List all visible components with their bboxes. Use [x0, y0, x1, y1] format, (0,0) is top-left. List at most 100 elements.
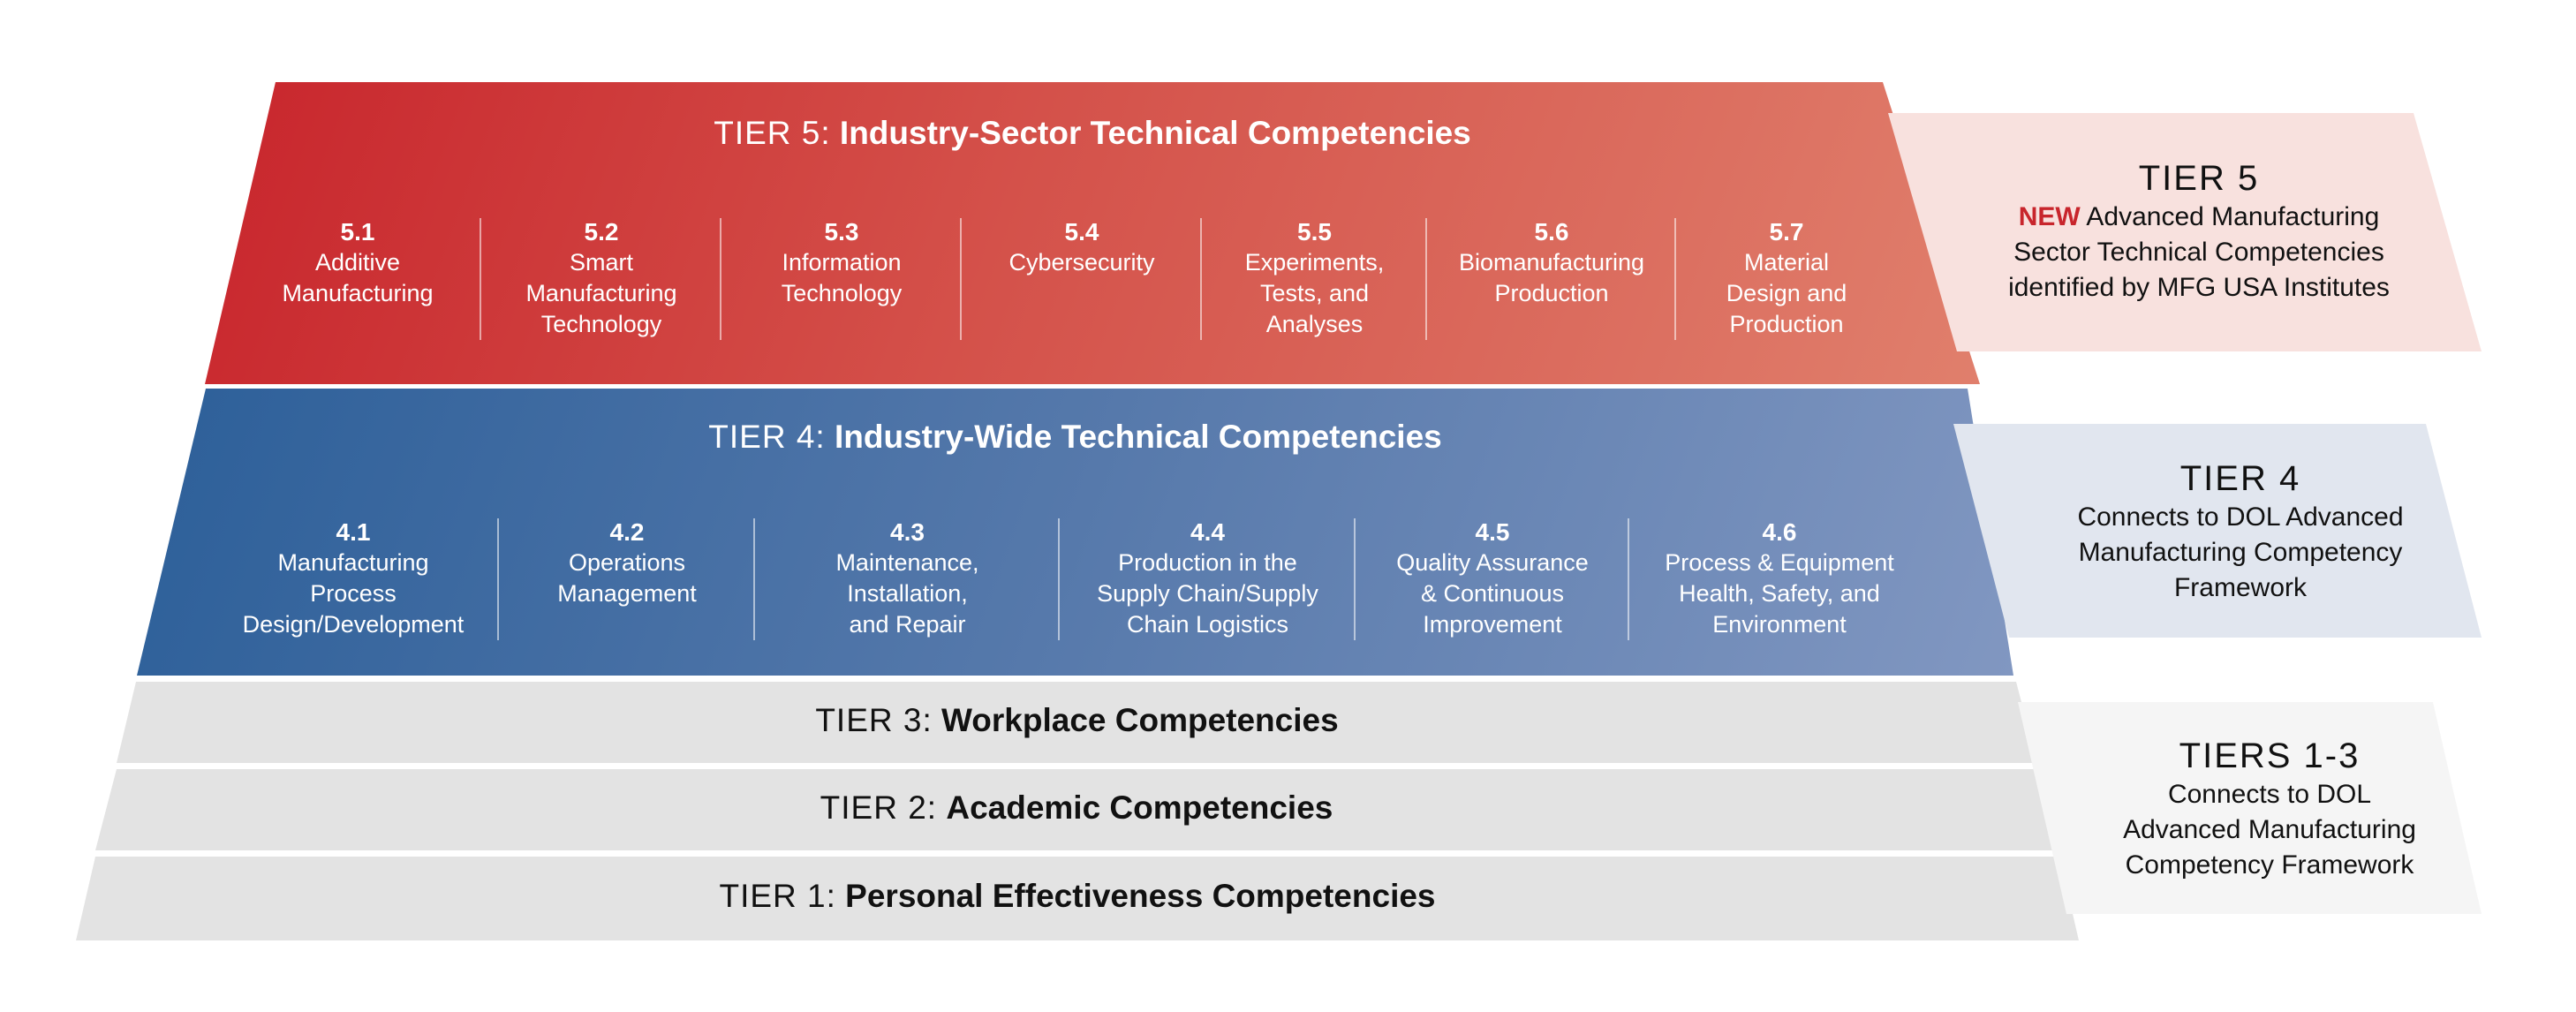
tier5-side-line2: Sector Technical Competencies [2013, 238, 2384, 267]
tier5-item-label: Smart [569, 249, 633, 276]
column-divider [497, 518, 499, 640]
column-divider [1354, 518, 1356, 640]
tier5-items: 5.1 Additive Manufacturing 5.2 Smart Manufact… [234, 216, 1897, 340]
tier4-item-label: Supply Chain/Supply [1097, 580, 1318, 607]
tier4-item-number: 4.6 [1762, 518, 1797, 546]
tier5-side-head: TIER 5 [2138, 159, 2260, 198]
tier5-side-text: TIER 5 NEW Advanced Manufacturing Sector… [1930, 157, 2468, 306]
tier1-title: TIER 1: Personal Effectiveness Competenc… [76, 878, 2079, 915]
tier4-item-label: Operations [568, 549, 686, 576]
tier4-side-text: TIER 4 Connects to DOL Advanced Manufact… [1971, 457, 2510, 606]
tier4-item-number: 4.3 [890, 518, 925, 546]
tier5-item-5-7: 5.7 Material Design and Production [1676, 216, 1897, 340]
tiers13-side-line3: Competency Framework [2125, 850, 2414, 880]
tier4-item-label: Management [557, 580, 697, 607]
tier5-item-number: 5.5 [1297, 218, 1332, 245]
tier4-item-label: Improvement [1423, 611, 1562, 638]
tier5-side-line1: Advanced Manufacturing [2086, 202, 2380, 231]
tier4-item-number: 4.2 [609, 518, 645, 546]
tier4-item-label: Health, Safety, and [1679, 580, 1880, 607]
tier5-item-label: Cybersecurity [1008, 249, 1155, 276]
tier3-band [117, 682, 2037, 763]
column-divider [1674, 218, 1676, 340]
tier1-prefix: TIER 1: [719, 878, 836, 914]
tier4-item-label: Chain Logistics [1126, 611, 1289, 638]
tier5-item-number: 5.2 [584, 218, 619, 245]
tier5-side-line3: identified by MFG USA Institutes [2008, 273, 2390, 302]
tier4-item-number: 4.4 [1190, 518, 1225, 546]
tier5-item-number: 5.1 [340, 218, 375, 245]
tier4-item-label: & Continuous [1420, 580, 1565, 607]
tier4-item-4-5: 4.5 Quality Assurance & Continuous Improvem… [1356, 517, 1629, 640]
column-divider [1058, 518, 1060, 640]
tier4-side-line1: Connects to DOL Advanced [2077, 502, 2404, 532]
tier5-item-label: Technology [540, 311, 662, 337]
tiers13-side-line2: Advanced Manufacturing [2123, 815, 2416, 844]
tier4-item-label: Design/Development [242, 611, 465, 638]
tier4-item-label: Production in the [1118, 549, 1297, 576]
tier5-item-label: Manufacturing [282, 280, 434, 306]
tier5-item-label: Additive [314, 249, 401, 276]
tiers13-side-panel [2018, 702, 2482, 914]
tier5-item-label: Information [782, 249, 902, 276]
tier4-heading: Industry-Wide Technical Competencies [834, 419, 1442, 455]
tier1-heading: Personal Effectiveness Competencies [845, 878, 1436, 914]
tier5-item-number: 5.4 [1064, 218, 1099, 245]
column-divider [1425, 218, 1427, 340]
tier5-item-5-4: 5.4 Cybersecurity [962, 216, 1202, 340]
column-divider [960, 218, 962, 340]
tier5-item-label: Analyses [1265, 311, 1364, 337]
tier4-item-4-6: 4.6 Process & Equipment Health, Safety, an… [1629, 517, 1930, 640]
tier4-item-label: Manufacturing [277, 549, 429, 576]
tier4-side-head: TIER 4 [2179, 459, 2301, 498]
tier5-prefix: TIER 5: [714, 115, 831, 151]
tier5-item-5-5: 5.5 Experiments, Tests, and Analyses [1202, 216, 1427, 340]
tier5-item-label: Technology [781, 280, 903, 306]
tier5-item-label: Design and [1726, 280, 1847, 306]
tier5-band [205, 82, 1980, 384]
tier5-item-5-2: 5.2 Smart Manufacturing Technology [481, 216, 721, 340]
tier4-item-label: Maintenance, [835, 549, 979, 576]
tier2-band [95, 769, 2058, 850]
tiers13-side-line1: Connects to DOL [2167, 780, 2372, 809]
tier5-title: TIER 5: Industry-Sector Technical Compet… [205, 115, 1980, 152]
tier3-heading: Workplace Competencies [941, 702, 1339, 738]
column-divider [1200, 218, 1202, 340]
tier5-item-label: Biomanufacturing [1458, 249, 1645, 276]
tier3-title: TIER 3: Workplace Competencies [117, 702, 2037, 739]
tier5-item-label: Manufacturing [525, 280, 677, 306]
tier5-side-panel [1888, 113, 2482, 351]
tier5-item-label: Production [1494, 280, 1609, 306]
tier2-prefix: TIER 2: [820, 789, 938, 826]
tier4-items: 4.1 Manufacturing Process Design/Developmen… [208, 517, 1930, 640]
tier4-item-label: Environment [1712, 611, 1847, 638]
tier4-item-number: 4.5 [1475, 518, 1510, 546]
tier5-item-5-3: 5.3 Information Technology [721, 216, 962, 340]
tier4-side-line3: Framework [2173, 573, 2307, 602]
tier5-item-label: Experiments, [1244, 249, 1385, 276]
tier4-prefix: TIER 4: [708, 419, 826, 455]
column-divider [753, 518, 755, 640]
tier4-item-4-3: 4.3 Maintenance, Installation, and Repair [755, 517, 1060, 640]
tier5-item-5-1: 5.1 Additive Manufacturing [234, 216, 481, 340]
tier4-side-panel [1953, 424, 2482, 638]
tier1-band [76, 857, 2079, 940]
tiers13-side-text: TIERS 1-3 Connects to DOL Advanced Manuf… [2040, 735, 2499, 883]
tier5-item-number: 5.6 [1534, 218, 1569, 245]
tier4-item-4-1: 4.1 Manufacturing Process Design/Developmen… [208, 517, 499, 640]
tier4-item-label: Process [310, 580, 397, 607]
tier4-item-number: 4.1 [336, 518, 371, 546]
tier5-item-label: Material [1743, 249, 1830, 276]
tier4-item-4-4: 4.4 Production in the Supply Chain/Supply C… [1060, 517, 1356, 640]
column-divider [1628, 518, 1629, 640]
tier4-item-label: and Repair [849, 611, 966, 638]
tier4-item-label: Process & Equipment [1665, 549, 1894, 576]
tier4-item-label: Installation, [847, 580, 968, 607]
tier3-prefix: TIER 3: [815, 702, 933, 738]
tier5-heading: Industry-Sector Technical Competencies [839, 115, 1471, 151]
tier2-heading: Academic Competencies [946, 789, 1333, 826]
tier4-item-label: Quality Assurance [1396, 549, 1589, 576]
tier4-title: TIER 4: Industry-Wide Technical Competen… [137, 419, 2013, 456]
tier4-side-line2: Manufacturing Competency [2078, 538, 2403, 567]
tier5-item-label: Tests, and [1259, 280, 1370, 306]
